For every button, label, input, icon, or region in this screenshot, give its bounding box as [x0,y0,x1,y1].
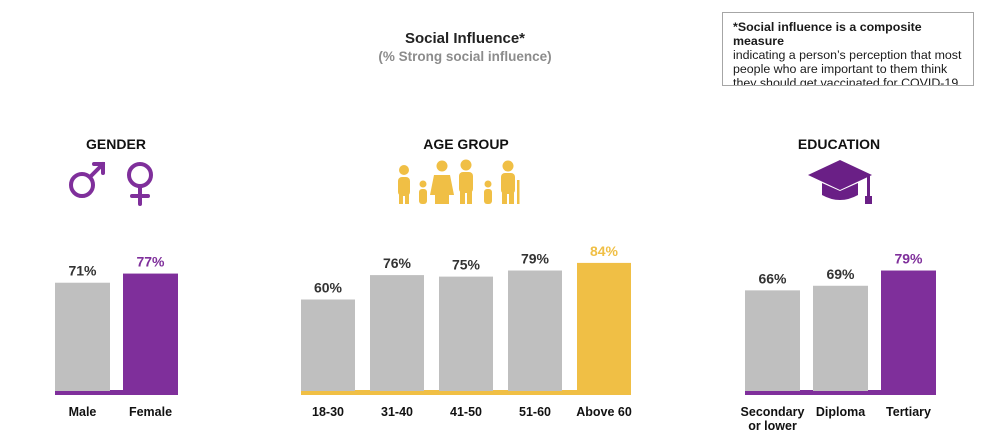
definition-note-bold: *Social influence is a composite measure [733,20,922,48]
female-symbol-icon [127,162,153,206]
chart-subtitle: (% Strong social influence) [378,49,552,64]
education-category-label: Tertiary [886,405,931,419]
age-group-heading: AGE GROUP [423,136,509,152]
age-group-value-label: 60% [314,280,343,296]
education-bar [813,285,868,391]
graduation-cap-icon [808,160,872,204]
age-group-bar [508,270,562,391]
education-category-label: Diploma [816,405,866,419]
education-category-label: Secondary [741,405,805,419]
gender-value-label: 77% [136,254,165,270]
bars-layer: 71% Male 77% Female 60% 18-30 76% 31-40 75% 41-50… [55,243,936,433]
education-bar [881,270,936,391]
age-group-bar [577,262,631,391]
chart-title: Social Influence* [404,30,526,47]
age-group-bar [370,275,424,391]
age-group-category-label: Above 60 [576,405,632,419]
gender-bar [123,273,178,391]
age-group-value-label: 79% [521,251,550,267]
gender-value-label: 71% [68,263,97,279]
age-group-baseline [301,390,631,395]
age-group-value-label: 75% [452,257,481,273]
education-value-label: 66% [758,270,787,286]
age-group-category-label: 18-30 [312,405,344,419]
age-group-category-label: 41-50 [450,405,482,419]
age-group-bar [439,276,493,391]
chart-title-block: Social Influence* (% Strong social influ… [330,30,600,64]
gender-heading: GENDER [86,136,146,152]
age-group-category-label: 51-60 [519,405,551,419]
education-baseline [745,390,936,395]
definition-note: *Social influence is a composite measure… [722,12,974,86]
family-icon [398,159,520,204]
education-heading: EDUCATION [797,136,881,152]
gender-category-label: Male [69,405,97,419]
male-symbol-icon [69,162,105,198]
education-category-label: or lower [748,419,797,433]
definition-note-text: indicating a person’s perception that mo… [733,48,962,86]
age-group-category-label: 31-40 [381,405,413,419]
education-value-label: 69% [826,266,855,282]
education-bar [745,290,800,391]
gender-baseline [55,390,178,395]
education-value-label: 79% [894,251,923,267]
age-group-value-label: 76% [383,255,412,271]
gender-category-label: Female [129,405,172,419]
gender-bar [55,282,110,391]
age-group-value-label: 84% [590,243,619,259]
age-group-bar [301,299,355,391]
